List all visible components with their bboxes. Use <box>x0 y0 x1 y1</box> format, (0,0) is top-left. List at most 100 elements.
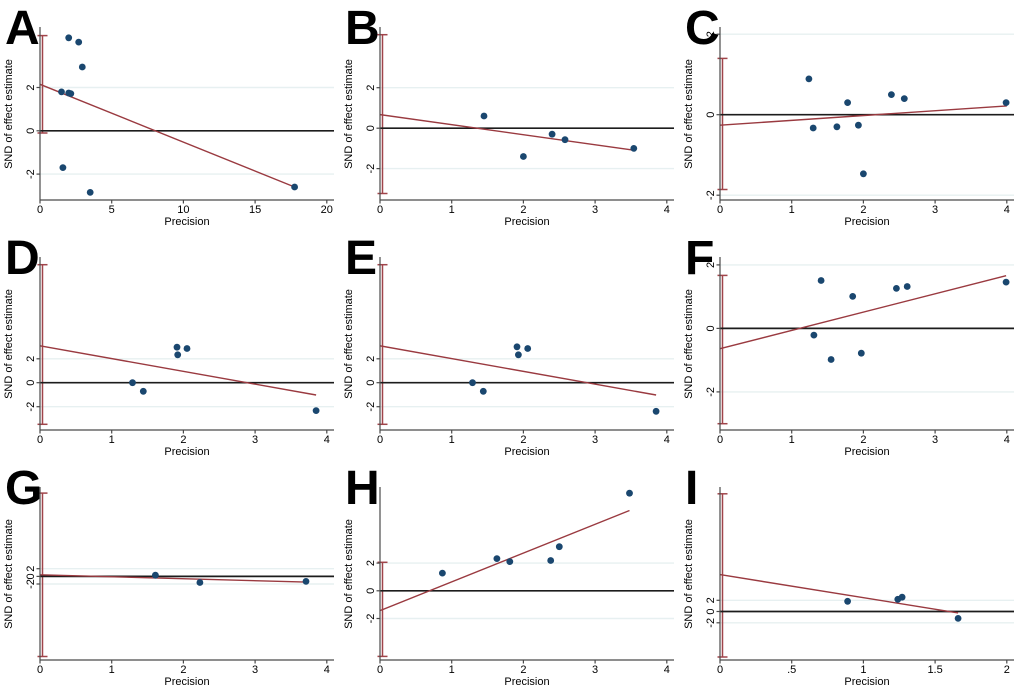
y-tick-label: -2 <box>705 618 717 628</box>
data-point <box>480 112 488 120</box>
x-tick-label: 2 <box>860 434 866 446</box>
y-tick-label: -2 <box>25 169 37 179</box>
data-point <box>954 615 962 622</box>
data-point <box>173 343 181 351</box>
data-point <box>827 356 835 363</box>
y-tick-label: 0 <box>705 112 717 118</box>
y-tick-label: 0 <box>705 608 717 614</box>
x-tick-label: 2 <box>520 204 526 216</box>
data-point <box>833 123 841 131</box>
y-tick-label: -2 <box>365 614 377 624</box>
panel-E-chart: 0 1 2 3 4 2 0 -2 Precision SND of effect estimate… <box>343 232 674 458</box>
panel-F-chart: 0 1 2 3 4 2 0 -2 Precision SND of effect estimate… <box>683 232 1014 458</box>
x-axis-title: Precision <box>844 446 889 458</box>
regression-line <box>379 113 634 151</box>
data-point <box>626 489 633 497</box>
x-tick-label: 1 <box>860 664 866 676</box>
x-tick-label: 4 <box>1004 204 1010 216</box>
x-tick-label: 1 <box>449 664 455 676</box>
data-point <box>139 387 147 395</box>
panel-label: E <box>345 232 377 285</box>
data-point <box>1002 278 1010 286</box>
x-axis-title: Precision <box>844 676 889 688</box>
y-axis-title: SND of effect estimate <box>3 59 15 169</box>
x-tick-label: 4 <box>664 664 670 676</box>
regression-line <box>39 574 307 583</box>
y-axis-title: SND of effect estimate <box>3 519 15 629</box>
x-tick-label: 2 <box>520 434 526 446</box>
x-tick-label: 0 <box>377 434 383 446</box>
panel-B: 0 1 2 3 4 2 0 -2 Precision SND of effect estimate… <box>340 0 680 230</box>
data-point <box>174 351 182 359</box>
regression-line <box>39 83 295 188</box>
x-tick-label: 2 <box>860 204 866 216</box>
x-tick-label: 15 <box>249 204 261 216</box>
data-point <box>652 407 660 415</box>
y-tick-label: -2 <box>25 579 37 589</box>
data-point <box>520 153 527 160</box>
data-point <box>493 555 501 562</box>
data-point <box>479 387 487 395</box>
panel-I-chart: 0 .5 1 1.5 2 2 0 -2 Precision SND of effect estim… <box>683 462 1014 688</box>
y-tick-label: 0 <box>25 573 37 579</box>
data-point <box>312 407 320 414</box>
x-tick-label: 3 <box>592 204 598 216</box>
panel-label: B <box>345 2 380 55</box>
panel-G: 0 1 2 3 4 2 0 -2 Precision SND of effect estimate… <box>0 460 340 690</box>
data-point <box>506 558 514 565</box>
y-tick-label: 0 <box>705 325 717 331</box>
y-tick-label: -2 <box>365 402 377 412</box>
data-point <box>152 571 159 579</box>
y-tick-label: 0 <box>25 380 37 386</box>
y-axis-title: SND of effect estimate <box>683 59 695 169</box>
x-tick-label: 3 <box>252 664 258 676</box>
x-tick-label: 0 <box>377 204 383 216</box>
x-tick-label: 0 <box>37 204 43 216</box>
x-tick-label: 0 <box>717 434 723 446</box>
panel-I: 0 .5 1 1.5 2 2 0 -2 Precision SND of effect estim… <box>680 460 1020 690</box>
x-tick-label: 1 <box>789 204 795 216</box>
data-point <box>86 189 94 196</box>
y-tick-label: 2 <box>25 566 37 572</box>
data-point <box>893 285 900 292</box>
regression-line <box>379 509 630 612</box>
x-tick-label: 3 <box>932 204 938 216</box>
x-tick-label: 1 <box>109 664 115 676</box>
x-tick-label: 1 <box>449 434 455 446</box>
data-point <box>903 283 911 290</box>
y-axis-title: SND of effect estimate <box>683 519 695 629</box>
y-tick-label: -2 <box>705 190 717 200</box>
x-tick-label: 0 <box>717 664 723 676</box>
regression-line <box>719 573 959 614</box>
x-tick-label: 2 <box>180 434 186 446</box>
data-point <box>817 277 825 284</box>
y-tick-label: 2 <box>705 262 717 268</box>
regression-line <box>379 345 657 396</box>
regression-line <box>719 105 1007 126</box>
panel-D-chart: 0 1 2 3 4 2 0 -2 Precision SND of effect estimate… <box>3 232 334 458</box>
data-point <box>898 593 906 601</box>
x-tick-label: 1 <box>789 434 795 446</box>
data-point <box>630 145 638 152</box>
y-tick-label: 2 <box>25 84 37 90</box>
x-tick-label: 3 <box>592 434 598 446</box>
data-point <box>555 543 563 551</box>
data-point <box>302 578 310 585</box>
x-tick-label: 10 <box>177 204 189 216</box>
x-axis-title: Precision <box>164 216 209 228</box>
panel-label: C <box>685 2 720 55</box>
panel-H-chart: 0 1 2 3 4 2 0 -2 Precision SND of effect estimate… <box>343 462 674 688</box>
x-tick-label: 3 <box>592 664 598 676</box>
x-tick-label: 2 <box>520 664 526 676</box>
x-tick-label: 1 <box>449 204 455 216</box>
panel-label: A <box>5 2 40 55</box>
data-point <box>547 557 555 564</box>
x-tick-label: 4 <box>664 204 670 216</box>
y-axis-title: SND of effect estimate <box>343 289 355 399</box>
panel-C: 0 1 2 3 4 2 0 -2 Precision SND of effect estimate… <box>680 0 1020 230</box>
x-tick-label: 4 <box>664 434 670 446</box>
regression-line <box>719 275 1007 350</box>
x-tick-label: 1.5 <box>927 664 942 676</box>
y-tick-label: 2 <box>365 85 377 91</box>
